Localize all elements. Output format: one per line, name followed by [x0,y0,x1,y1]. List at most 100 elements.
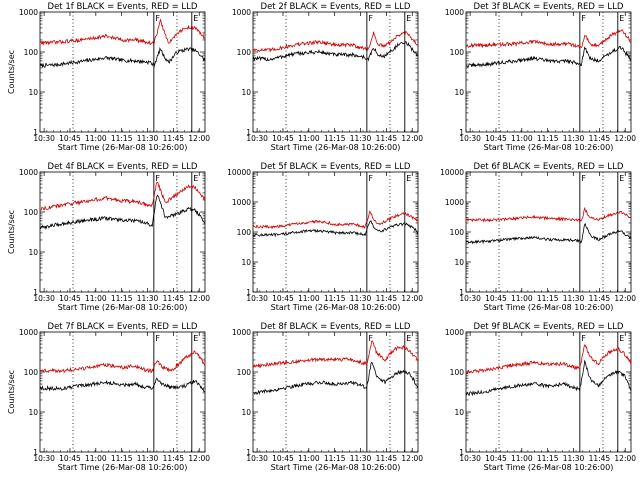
x-tick-label: 11:00 [511,454,533,463]
y-tick-label: 1 [246,448,251,457]
series-events-black [252,219,419,238]
x-tick-label: 11:45 [163,454,185,463]
y-tick-label: 1 [33,288,38,297]
series-events-black [465,359,632,397]
x-axis-label: Start Time (26-Mar-08 10:26:00) [484,303,614,312]
y-tick-label: 100 [24,208,39,217]
x-tick-label: 10:30 [459,294,481,303]
y-tick-label: 10 [28,88,38,97]
y-tick-label: 1000 [445,198,464,207]
x-axis-label: Start Time (26-Mar-08 10:26:00) [58,463,188,472]
y-tick-label: 1 [33,128,38,137]
series-events-black [39,46,206,69]
series-lld-red [465,206,632,223]
x-tick-label: 11:30 [137,454,159,463]
y-tick-label: 1 [246,288,251,297]
x-tick-label: 11:15 [324,294,346,303]
y-axis-label: Counts/sec [7,50,16,94]
x-tick-label: 11:45 [589,134,611,143]
plot-frame [39,331,206,453]
x-tick-label: 11:30 [137,294,159,303]
y-tick-label: 10 [454,408,464,417]
y-tick-label: 100 [450,228,465,237]
y-tick-label: 100 [450,48,465,57]
y-tick-label: 100 [237,368,252,377]
y-tick-label: 1000 [232,198,251,207]
event-marker-label: F [155,14,160,23]
event-marker-label: E [406,174,411,183]
x-axis-label: Start Time (26-Mar-08 10:26:00) [271,303,401,312]
x-tick-label: 11:15 [111,294,133,303]
series-lld-red [252,31,419,53]
x-tick-label: 10:45 [485,134,507,143]
x-tick-label: 10:30 [459,454,481,463]
chart-title: Det 2f BLACK = Events, RED = LLD [261,2,411,12]
event-marker-label: F [368,14,373,23]
y-tick-label: 10 [28,248,38,257]
y-tick-label: 1000 [19,328,38,337]
x-tick-label: 11:30 [350,294,372,303]
x-tick-label: 11:30 [563,134,585,143]
x-tick-label: 12:00 [401,294,423,303]
series-lld-red [39,350,206,374]
x-axis-label: Start Time (26-Mar-08 10:26:00) [58,303,188,312]
x-tick-label: 10:30 [33,294,55,303]
x-tick-label: 12:00 [188,294,210,303]
chart-panel-4: Det 4f BLACK = Events, RED = LLD 1 10 100 10… [7,162,210,312]
chart-panel-9: Det 9f BLACK = Events, RED = LLD 1 10 100 10… [445,322,636,472]
x-tick-label: 10:30 [33,454,55,463]
x-axis-label: Start Time (26-Mar-08 10:26:00) [271,143,401,152]
x-tick-label: 12:00 [401,134,423,143]
x-tick-label: 10:30 [246,294,268,303]
series-lld-red [252,340,419,369]
y-tick-label: 1 [459,448,464,457]
x-tick-label: 10:45 [59,134,81,143]
series-lld-red [465,344,632,374]
x-tick-label: 12:00 [614,134,636,143]
chart-title: Det 3f BLACK = Events, RED = LLD [474,2,624,12]
series-lld-red [39,181,206,211]
y-tick-label: 1000 [445,8,464,17]
plot-frame [252,331,419,453]
x-tick-label: 11:15 [111,134,133,143]
x-tick-label: 10:30 [459,134,481,143]
series-events-black [465,46,632,68]
x-tick-label: 11:45 [589,454,611,463]
y-tick-label: 10 [241,258,251,267]
chart-title: Det 4f BLACK = Events, RED = LLD [48,162,198,172]
plot-frame [465,171,632,293]
x-tick-label: 11:45 [376,134,398,143]
x-axis-label: Start Time (26-Mar-08 10:26:00) [484,143,614,152]
y-tick-label: 1000 [232,328,251,337]
chart-panel-6: Det 6f BLACK = Events, RED = LLD 1 10 100 10… [440,162,636,312]
chart-title: Det 9f BLACK = Events, RED = LLD [474,322,624,332]
series-events-black [40,194,206,230]
event-marker-label: E [193,334,198,343]
x-tick-label: 11:30 [350,454,372,463]
series-lld-red [252,210,419,230]
x-tick-label: 11:30 [563,454,585,463]
event-marker-label: E [619,14,624,23]
x-tick-label: 11:30 [350,134,372,143]
plot-frame [465,331,632,453]
series-lld-red [466,28,632,50]
event-marker-label: E [619,174,624,183]
chart-panel-3: Det 3f BLACK = Events, RED = LLD 1 10 100 10… [445,2,636,152]
x-tick-label: 10:45 [485,454,507,463]
event-marker-label: E [193,14,198,23]
y-tick-label: 1000 [232,8,251,17]
x-tick-label: 10:30 [246,454,268,463]
chart-panel-7: Det 7f BLACK = Events, RED = LLD 1 10 100 10… [7,322,210,472]
x-tick-label: 11:45 [163,294,185,303]
series-events-black [39,377,206,393]
x-tick-label: 12:00 [401,454,423,463]
x-tick-label: 11:30 [137,134,159,143]
x-tick-label: 10:45 [59,454,81,463]
x-tick-label: 12:00 [188,454,210,463]
x-tick-label: 10:45 [272,454,294,463]
y-tick-label: 100 [237,228,252,237]
x-tick-label: 11:15 [111,454,133,463]
y-tick-label: 1 [459,128,464,137]
x-tick-label: 11:45 [376,454,398,463]
